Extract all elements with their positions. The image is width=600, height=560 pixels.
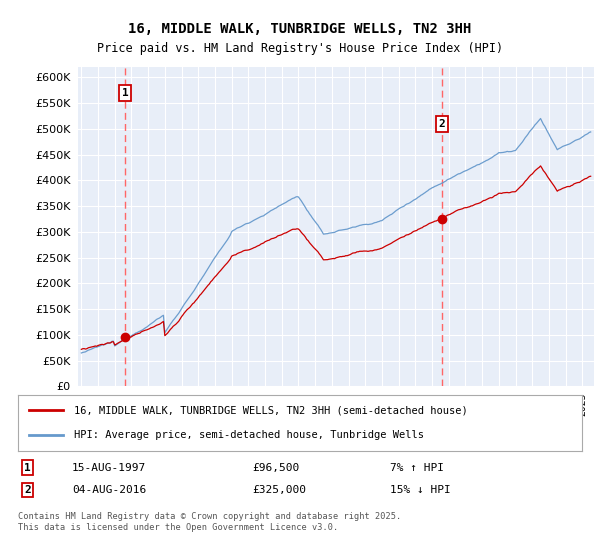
Text: Price paid vs. HM Land Registry's House Price Index (HPI): Price paid vs. HM Land Registry's House … [97, 42, 503, 55]
Text: 15% ↓ HPI: 15% ↓ HPI [390, 485, 451, 495]
Text: £96,500: £96,500 [252, 463, 299, 473]
Text: 15-AUG-1997: 15-AUG-1997 [72, 463, 146, 473]
Text: Contains HM Land Registry data © Crown copyright and database right 2025.
This d: Contains HM Land Registry data © Crown c… [18, 512, 401, 532]
Text: HPI: Average price, semi-detached house, Tunbridge Wells: HPI: Average price, semi-detached house,… [74, 430, 424, 440]
Text: 2: 2 [439, 119, 445, 129]
Text: £325,000: £325,000 [252, 485, 306, 495]
Text: 1: 1 [24, 463, 31, 473]
Text: 1: 1 [122, 88, 128, 98]
Text: 16, MIDDLE WALK, TUNBRIDGE WELLS, TN2 3HH: 16, MIDDLE WALK, TUNBRIDGE WELLS, TN2 3H… [128, 22, 472, 36]
Text: 16, MIDDLE WALK, TUNBRIDGE WELLS, TN2 3HH (semi-detached house): 16, MIDDLE WALK, TUNBRIDGE WELLS, TN2 3H… [74, 405, 468, 416]
Text: 2: 2 [24, 485, 31, 495]
Text: 7% ↑ HPI: 7% ↑ HPI [390, 463, 444, 473]
Text: 04-AUG-2016: 04-AUG-2016 [72, 485, 146, 495]
